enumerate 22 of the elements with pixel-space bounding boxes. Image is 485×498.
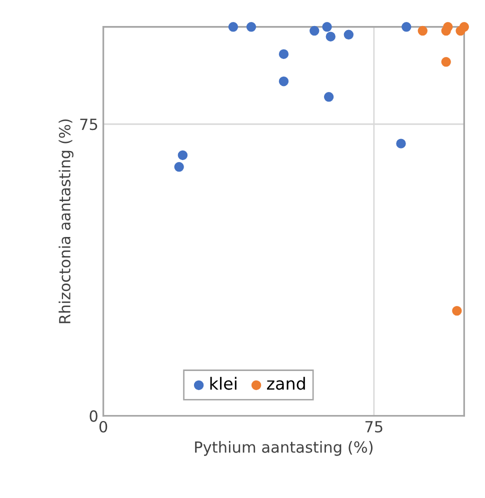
y-axis-title: Rhizoctonia aantasting (%) (58, 119, 74, 324)
point (310, 26, 320, 36)
point (459, 22, 470, 32)
point (326, 32, 336, 42)
point (324, 92, 334, 102)
point (228, 22, 238, 32)
point (278, 76, 289, 86)
legend-label: zand (267, 376, 305, 390)
point (402, 22, 412, 32)
point (322, 22, 332, 32)
legend-label: klei (210, 376, 236, 390)
point (278, 49, 289, 59)
point (178, 150, 188, 160)
point (246, 22, 256, 32)
point (396, 138, 406, 148)
point (344, 30, 354, 40)
point (441, 57, 451, 67)
x-axis-title: Pythium aantasting (%) (195, 441, 373, 456)
point (418, 26, 428, 36)
point (452, 306, 462, 316)
point (441, 26, 451, 36)
point (174, 162, 184, 172)
